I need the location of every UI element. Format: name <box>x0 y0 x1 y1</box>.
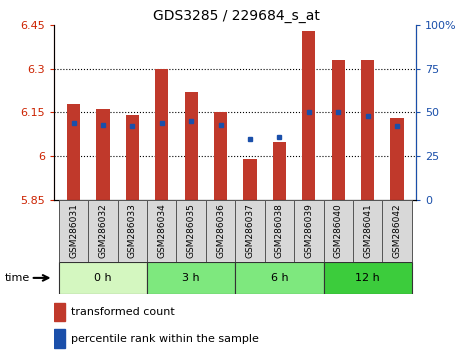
Text: GSM286042: GSM286042 <box>393 203 402 258</box>
FancyBboxPatch shape <box>294 200 324 262</box>
FancyBboxPatch shape <box>265 200 294 262</box>
FancyBboxPatch shape <box>353 200 382 262</box>
Bar <box>54 329 64 348</box>
Bar <box>361 60 374 200</box>
Bar <box>155 69 168 200</box>
Bar <box>67 104 80 200</box>
Text: GSM286031: GSM286031 <box>69 203 78 258</box>
Text: GSM286040: GSM286040 <box>334 203 343 258</box>
Text: 6 h: 6 h <box>271 273 288 283</box>
FancyBboxPatch shape <box>324 200 353 262</box>
Text: 0 h: 0 h <box>94 273 112 283</box>
FancyBboxPatch shape <box>235 262 324 294</box>
Text: GSM286036: GSM286036 <box>216 203 225 258</box>
FancyBboxPatch shape <box>147 262 235 294</box>
FancyBboxPatch shape <box>147 200 176 262</box>
Bar <box>391 118 404 200</box>
Text: transformed count: transformed count <box>70 307 175 317</box>
Text: percentile rank within the sample: percentile rank within the sample <box>70 334 259 344</box>
Bar <box>244 159 257 200</box>
Bar <box>302 31 315 200</box>
FancyBboxPatch shape <box>176 200 206 262</box>
Bar <box>214 112 227 200</box>
FancyBboxPatch shape <box>118 200 147 262</box>
Text: GSM286037: GSM286037 <box>245 203 254 258</box>
Text: GSM286041: GSM286041 <box>363 203 372 258</box>
FancyBboxPatch shape <box>59 262 147 294</box>
Text: GSM286039: GSM286039 <box>304 203 314 258</box>
Text: 3 h: 3 h <box>183 273 200 283</box>
FancyBboxPatch shape <box>59 200 88 262</box>
Text: GSM286033: GSM286033 <box>128 203 137 258</box>
Bar <box>332 60 345 200</box>
Text: GDS3285 / 229684_s_at: GDS3285 / 229684_s_at <box>153 9 320 23</box>
FancyBboxPatch shape <box>88 200 118 262</box>
FancyBboxPatch shape <box>382 200 412 262</box>
Text: GSM286038: GSM286038 <box>275 203 284 258</box>
Bar <box>54 303 64 321</box>
Bar <box>96 109 110 200</box>
FancyBboxPatch shape <box>235 200 265 262</box>
Text: GSM286034: GSM286034 <box>157 203 166 258</box>
FancyBboxPatch shape <box>324 262 412 294</box>
Bar <box>273 142 286 200</box>
Text: time: time <box>5 273 30 283</box>
Bar <box>184 92 198 200</box>
FancyBboxPatch shape <box>206 200 235 262</box>
Text: 12 h: 12 h <box>355 273 380 283</box>
Bar <box>126 115 139 200</box>
Text: GSM286035: GSM286035 <box>187 203 196 258</box>
Text: GSM286032: GSM286032 <box>98 203 107 258</box>
